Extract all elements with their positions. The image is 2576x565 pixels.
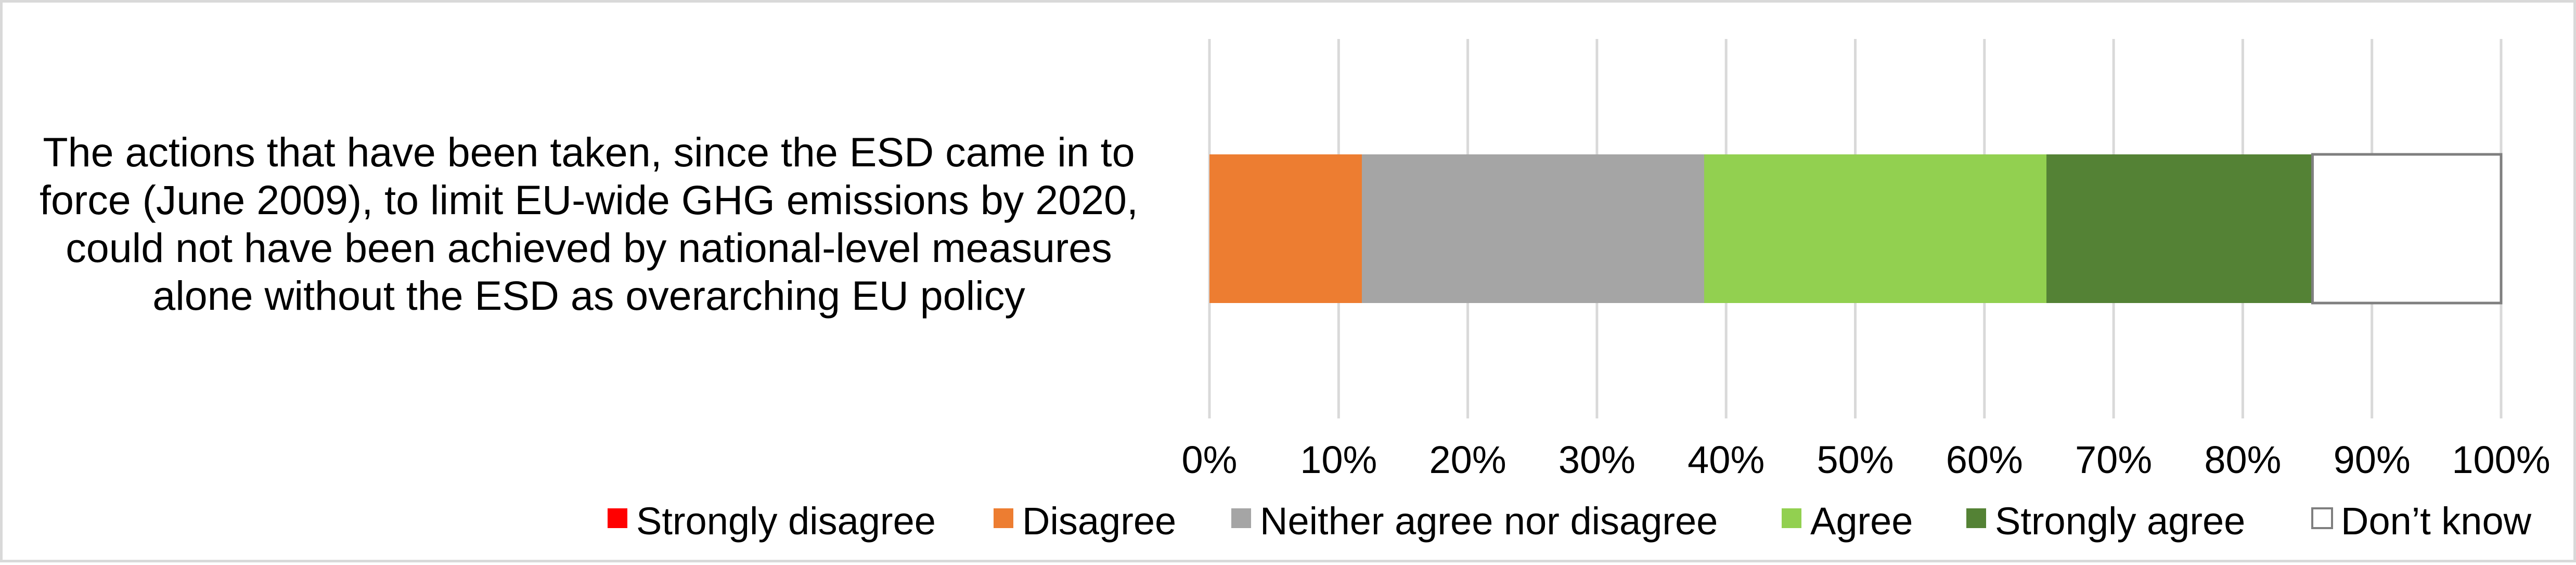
x-tick-label: 40% <box>1688 438 1764 481</box>
category-label-line: force (June 2009), to limit EU-wide GHG … <box>40 177 1138 223</box>
category-labels: The actions that have been taken, since … <box>40 129 1138 319</box>
legend-swatch <box>1231 508 1251 528</box>
legend-swatch <box>1782 508 1801 528</box>
bar-segment-strongly-agree <box>2046 154 2313 303</box>
legend-swatch <box>1966 508 1986 528</box>
legend-swatch <box>608 508 627 528</box>
bar-segment-don-t-know <box>2311 153 2503 305</box>
legend-label: Disagree <box>1022 500 1176 543</box>
bars <box>1209 153 2503 305</box>
legend-swatch <box>2311 507 2333 529</box>
x-tick-label: 20% <box>1429 438 1506 481</box>
x-tick-label: 90% <box>2334 438 2411 481</box>
x-tick-label: 80% <box>2204 438 2281 481</box>
legend-swatch <box>994 508 1013 528</box>
bar-segment-agree <box>1704 154 2046 303</box>
legend: Strongly disagree Disagree Neither agree n… <box>608 500 2532 543</box>
legend-label: Strongly agree <box>1995 500 2245 543</box>
stacked-bar-chart: The actions that have been taken, since … <box>40 39 2551 543</box>
x-tick-label: 50% <box>1817 438 1894 481</box>
x-tick-label: 0% <box>1182 438 1238 481</box>
x-tick-labels: 0% 10% 20% 30% 40% 50% 60% 70% 80% 90% 100% <box>1182 438 2551 481</box>
legend-label: Neither agree nor disagree <box>1260 500 1718 543</box>
legend-label: Strongly disagree <box>636 500 936 543</box>
x-tick-label: 30% <box>1559 438 1635 481</box>
legend-label: Agree <box>1810 500 1913 543</box>
x-tick-label: 100% <box>2452 438 2550 481</box>
x-tick-label: 60% <box>1946 438 2023 481</box>
category-label-line: The actions that have been taken, since … <box>43 129 1135 175</box>
bar-segment-disagree <box>1209 154 1362 303</box>
category-label-line: alone without the ESD as overarching EU … <box>152 272 1025 319</box>
legend-label: Don’t know <box>2341 500 2532 543</box>
bar-segment-neither-agree-nor-disagree <box>1361 154 1704 303</box>
x-tick-label: 70% <box>2075 438 2152 481</box>
x-tick-label: 10% <box>1300 438 1377 481</box>
category-label-line: could not have been achieved by national… <box>66 225 1112 271</box>
